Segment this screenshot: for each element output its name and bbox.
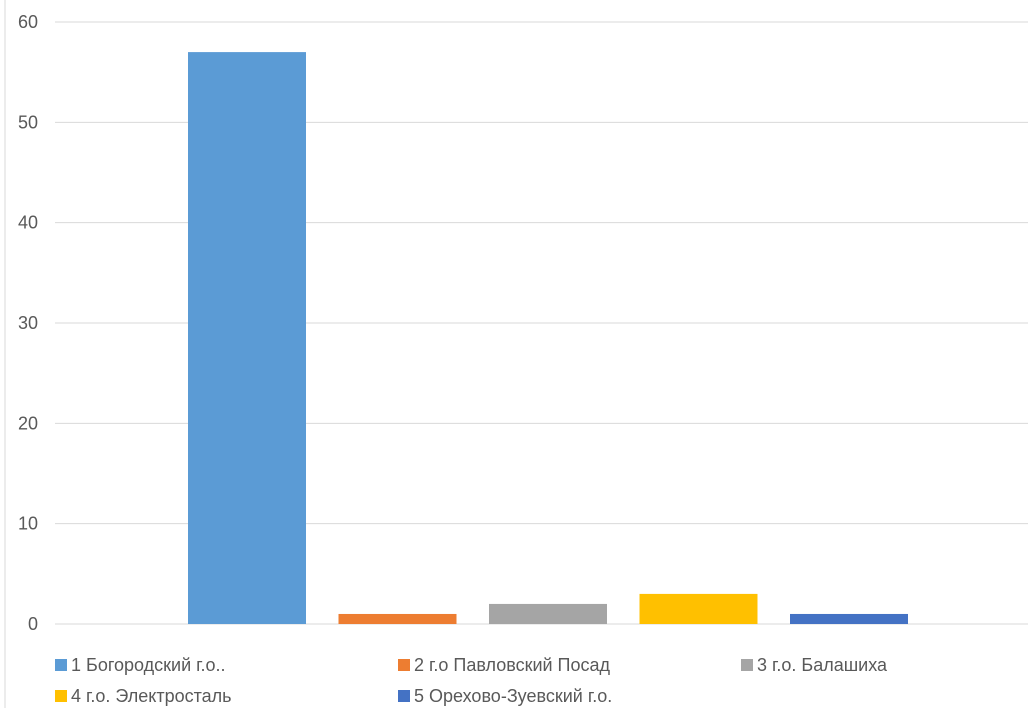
bar-series-4 [639, 593, 758, 624]
y-tick-label: 0 [28, 614, 38, 634]
legend-label: 2 г.о Павловский Посад [414, 655, 611, 675]
y-axis-tick-labels: 0 10 20 30 40 50 60 [18, 12, 38, 634]
bar-series-5 [790, 613, 908, 624]
legend-item-1: 1 Богородский г.о.. [55, 655, 226, 675]
legend-label: 1 Богородский г.о.. [71, 655, 226, 675]
y-tick-label: 50 [18, 112, 38, 132]
y-tick-label: 30 [18, 313, 38, 333]
legend-swatch [398, 659, 410, 671]
legend-swatch [55, 659, 67, 671]
legend-item-2: 2 г.о Павловский Посад [398, 655, 611, 675]
legend-item-4: 4 г.о. Электросталь [55, 686, 232, 706]
legend-swatch [55, 690, 67, 702]
bar-series-3 [489, 603, 607, 624]
legend-swatch [398, 690, 410, 702]
legend: 1 Богородский г.о.. 2 г.о Павловский Поса… [55, 655, 888, 706]
y-tick-label: 40 [18, 213, 38, 233]
bar-series-1 [188, 52, 306, 625]
y-tick-label: 10 [18, 514, 38, 534]
legend-item-5: 5 Орехово-Зуевский г.о. [398, 686, 612, 706]
legend-swatch [741, 659, 753, 671]
legend-label: 3 г.о. Балашиха [757, 655, 888, 675]
y-tick-label: 60 [18, 12, 38, 32]
legend-label: 5 Орехово-Зуевский г.о. [414, 686, 612, 706]
legend-label: 4 г.о. Электросталь [71, 686, 232, 706]
bars [188, 52, 908, 625]
y-tick-label: 20 [18, 413, 38, 433]
legend-item-3: 3 г.о. Балашиха [741, 655, 888, 675]
bar-series-2 [338, 613, 457, 624]
